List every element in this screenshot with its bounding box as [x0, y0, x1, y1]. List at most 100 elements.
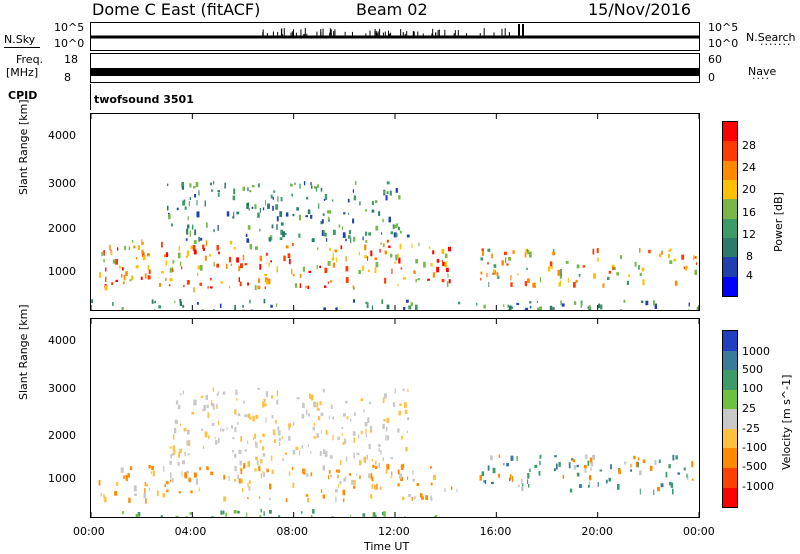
heatmap-cell: [283, 255, 286, 262]
heatmap-cell: [400, 267, 403, 270]
heatmap-cell: [345, 476, 347, 479]
heatmap-cell: [212, 387, 215, 392]
x-tick-label: 08:00: [276, 525, 309, 538]
heatmap-cell: [402, 463, 405, 468]
heatmap-cell: [151, 465, 154, 471]
heatmap-cell: [456, 488, 458, 493]
heatmap-cell: [511, 476, 514, 482]
heatmap-cell: [639, 470, 642, 476]
heatmap-cell: [382, 423, 385, 429]
heatmap-cell: [501, 260, 504, 266]
velocity-heatmap: [91, 319, 699, 517]
heatmap-cell: [521, 478, 523, 485]
heatmap-cell: [399, 243, 402, 250]
heatmap-cell: [430, 495, 432, 500]
heatmap-cell: [236, 398, 238, 401]
heatmap-cell: [624, 461, 627, 465]
heatmap-cell: [348, 235, 351, 239]
heatmap-cell: [277, 426, 280, 431]
heatmap-cell: [380, 450, 382, 455]
heatmap-cell: [216, 403, 218, 407]
heatmap-cell: [174, 300, 176, 303]
heatmap-cell: [558, 282, 561, 287]
heatmap-cell: [141, 241, 144, 245]
heatmap-cell: [317, 416, 321, 421]
heatmap-cell: [685, 265, 688, 269]
heatmap-cell: [313, 401, 316, 408]
heatmap-cell: [241, 488, 244, 493]
heatmap-cell: [265, 391, 269, 397]
heatmap-cell: [173, 427, 177, 434]
heatmap-cell: [327, 216, 330, 221]
heatmap-cell: [408, 494, 411, 498]
heatmap-cell: [337, 474, 339, 479]
heatmap-cell: [341, 426, 344, 429]
heatmap-cell: [172, 445, 175, 451]
heatmap-cell: [258, 496, 261, 499]
heatmap-cell: [394, 225, 398, 229]
heatmap-cell: [384, 250, 388, 255]
heatmap-cell: [175, 400, 179, 405]
heatmap-cell: [105, 276, 107, 282]
heatmap-cell: [432, 250, 435, 255]
heatmap-cell: [218, 251, 220, 255]
heatmap-cell: [267, 278, 271, 285]
heatmap-cell: [378, 211, 381, 216]
heatmap-cell: [569, 488, 573, 493]
heatmap-cell: [326, 238, 328, 242]
heatmap-cell: [345, 256, 347, 262]
heatmap-cell: [99, 272, 101, 278]
heatmap-cell: [522, 483, 524, 488]
heatmap-cell: [279, 442, 281, 446]
heatmap-cell: [342, 226, 344, 230]
heatmap-cell: [372, 305, 373, 310]
heatmap-cell: [189, 512, 192, 515]
heatmap-cell: [487, 465, 490, 471]
heatmap-cell: [247, 483, 249, 488]
heatmap-cell: [307, 444, 310, 447]
heatmap-cell: [379, 248, 381, 253]
heatmap-cell: [233, 247, 236, 250]
heatmap-cell: [248, 487, 251, 491]
heatmap-cell: [177, 252, 181, 259]
power-cb-tick: 28: [742, 139, 756, 152]
heatmap-cell: [156, 490, 159, 497]
heatmap-cell: [382, 218, 384, 223]
heatmap-cell: [620, 255, 623, 259]
heatmap-cell: [593, 273, 596, 279]
freq-panel: [90, 53, 700, 83]
heatmap-cell: [322, 388, 325, 393]
heatmap-cell: [612, 267, 615, 270]
heatmap-cell: [383, 419, 386, 422]
heatmap-cell: [288, 436, 291, 441]
heatmap-cell: [302, 266, 306, 272]
heatmap-cell: [447, 273, 449, 278]
heatmap-cell: [302, 468, 305, 474]
heatmap-cell: [136, 257, 138, 260]
nsky-underline: [4, 47, 40, 48]
heatmap-cell: [196, 200, 198, 206]
heatmap-cell: [324, 267, 328, 273]
heatmap-cell: [639, 272, 642, 276]
heatmap-cell: [633, 455, 636, 460]
heatmap-cell: [144, 488, 146, 494]
heatmap-cell: [425, 495, 428, 501]
heatmap-cell: [189, 230, 191, 237]
heatmap-cell: [560, 269, 562, 275]
heatmap-cell: [270, 260, 272, 263]
heatmap-cell: [211, 423, 215, 426]
heatmap-cell: [370, 494, 373, 499]
heatmap-cell: [104, 496, 107, 503]
heatmap-cell: [365, 301, 368, 304]
heatmap-cell: [395, 254, 398, 261]
heatmap-cell: [303, 181, 306, 186]
heatmap-cell: [483, 480, 487, 483]
heatmap-cell: [329, 247, 331, 251]
heatmap-cell: [272, 429, 276, 436]
heatmap-cell: [516, 456, 518, 462]
heatmap-cell: [194, 194, 197, 198]
heatmap-cell: [436, 266, 440, 273]
heatmap-cell: [691, 478, 694, 481]
heatmap-cell: [623, 299, 626, 303]
heatmap-cell: [364, 422, 368, 427]
